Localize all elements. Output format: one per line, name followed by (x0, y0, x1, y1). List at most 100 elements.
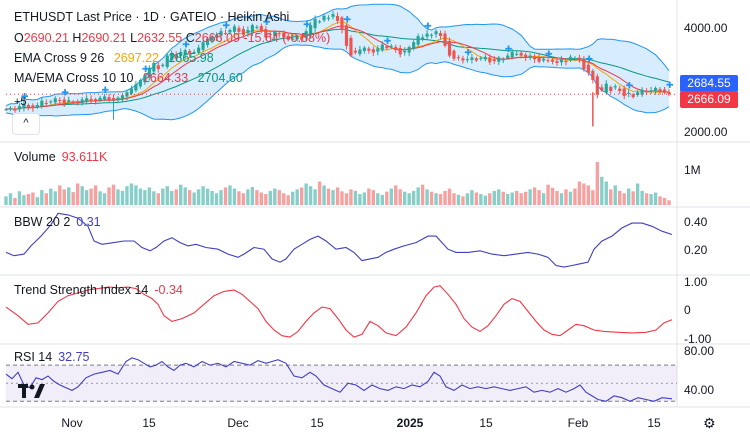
candle-body (483, 56, 487, 60)
volume-bar (528, 189, 532, 205)
candle-body (223, 33, 228, 35)
candle-body (259, 26, 263, 32)
ema-cross-value-2: 2865.98 (168, 51, 214, 65)
volume-bar (44, 193, 49, 205)
candle-body (524, 54, 528, 59)
candle-body (107, 97, 111, 100)
candle-body (147, 67, 151, 78)
volume-bar (353, 190, 358, 205)
candle-body (26, 105, 30, 107)
candle-body (340, 17, 344, 30)
candle-body (94, 99, 98, 101)
candle-body (385, 46, 389, 49)
volume-bar (129, 183, 134, 205)
collapse-legend-button[interactable]: ^ (12, 113, 40, 135)
volume-bar (107, 187, 111, 205)
volume-bar (456, 194, 461, 205)
volume-bar (282, 193, 286, 205)
candle-body (506, 55, 510, 59)
candle-body (313, 18, 317, 29)
volume-bar (71, 192, 75, 205)
tsi-title[interactable]: Trend Strength Index 14 -0.34 (14, 283, 183, 297)
candle-body (183, 50, 187, 56)
candle-body (371, 49, 375, 53)
volume-bar (506, 194, 510, 205)
volume-bar (219, 190, 223, 205)
candle-body (89, 98, 93, 101)
candle-body (134, 84, 138, 91)
volume-bar (550, 187, 555, 205)
volume-bar (67, 187, 71, 205)
candle-body (461, 58, 465, 61)
candle-body (304, 31, 308, 38)
candle-body (403, 50, 407, 53)
candle-body (228, 29, 232, 33)
candle-body (268, 34, 272, 36)
volume-title[interactable]: Volume 93.611K (14, 150, 108, 164)
ema-cross-legend[interactable]: EMA Cross 9 26 2697.22 2865.98 (14, 51, 214, 65)
volume-bar (537, 190, 541, 205)
candle-body (318, 21, 322, 23)
candle-body (456, 57, 461, 59)
chevron-up-icon: ^ (23, 117, 29, 129)
volume-bar (53, 191, 57, 205)
candle-body (488, 57, 492, 63)
tradingview-logo[interactable] (18, 380, 46, 402)
volume-bar (429, 191, 434, 205)
volume-bar (595, 161, 600, 205)
candle-body (31, 105, 35, 109)
volume-bar (546, 184, 550, 205)
volume-bar (532, 187, 537, 205)
volume-bar (308, 186, 313, 205)
candle-body (35, 105, 39, 108)
cross-marker: ✚ (384, 37, 392, 47)
volume-bar (349, 189, 353, 205)
time-axis-label: 15 (647, 416, 661, 430)
volume-bar (322, 185, 326, 205)
price-badge-red: 2666.09 (680, 91, 738, 108)
volume-bar (201, 186, 205, 205)
volume-bar (62, 189, 66, 205)
volume-bar (443, 190, 447, 205)
candle-body (595, 76, 599, 95)
candle-body (645, 91, 649, 93)
candle-body (179, 51, 183, 56)
candle-body (143, 75, 147, 83)
close-value: 2666.09 (194, 31, 240, 45)
volume-bar (304, 183, 308, 205)
candle-body (98, 97, 102, 101)
volume-bar (416, 187, 420, 205)
hidden-indicators-count[interactable]: +5 (14, 96, 27, 108)
candle-body (13, 108, 17, 111)
volume-bar (102, 193, 107, 205)
main-title: ETHUSDT Last Price · 1D · GATEIO · Heiki… (14, 10, 289, 24)
volume-bar (376, 193, 380, 205)
cross-marker: ✚ (626, 81, 634, 91)
bollinger-band-fill (6, 4, 669, 120)
candle-body (421, 37, 425, 40)
volume-bar (192, 192, 196, 205)
gear-icon[interactable]: ⚙ (703, 415, 716, 431)
candle-body (282, 33, 286, 38)
volume-value: 93.611K (61, 150, 108, 164)
volume-bar (367, 188, 371, 205)
bbw-title[interactable]: BBW 20 2 0.31 (14, 215, 101, 229)
volume-bar (483, 195, 488, 205)
volume-bar (174, 189, 178, 205)
volume-bar (259, 192, 264, 205)
volume-bar (420, 184, 425, 205)
ema-cross-value-1: 2697.22 (113, 51, 159, 65)
candle-body (627, 92, 631, 94)
volume-bar (340, 191, 344, 205)
ma-ema-cross-legend[interactable]: MA/EMA Cross 10 10 2664.33 2704.60 (14, 71, 243, 85)
candle-body (447, 40, 452, 56)
candle-body (40, 100, 44, 107)
rsi-title[interactable]: RSI 14 32.75 (14, 350, 90, 364)
bollinger-upper (5, 3, 670, 107)
volume-bar (264, 194, 268, 205)
cross-marker: ✚ (263, 18, 271, 28)
candle-body (309, 25, 313, 36)
candle-body (649, 90, 653, 92)
volume-bar (143, 190, 147, 205)
